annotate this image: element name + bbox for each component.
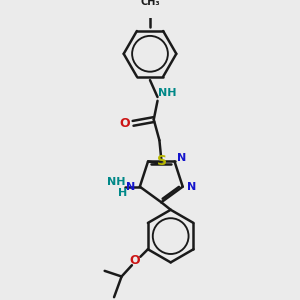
Text: CH₃: CH₃ <box>140 0 160 7</box>
Text: N: N <box>177 153 187 163</box>
Text: N: N <box>187 182 196 192</box>
Text: O: O <box>119 117 130 130</box>
Text: H: H <box>118 188 128 198</box>
Text: NH: NH <box>107 177 126 187</box>
Text: N: N <box>126 182 135 192</box>
Text: NH: NH <box>158 88 176 98</box>
Text: O: O <box>129 254 140 267</box>
Text: S: S <box>157 154 167 168</box>
